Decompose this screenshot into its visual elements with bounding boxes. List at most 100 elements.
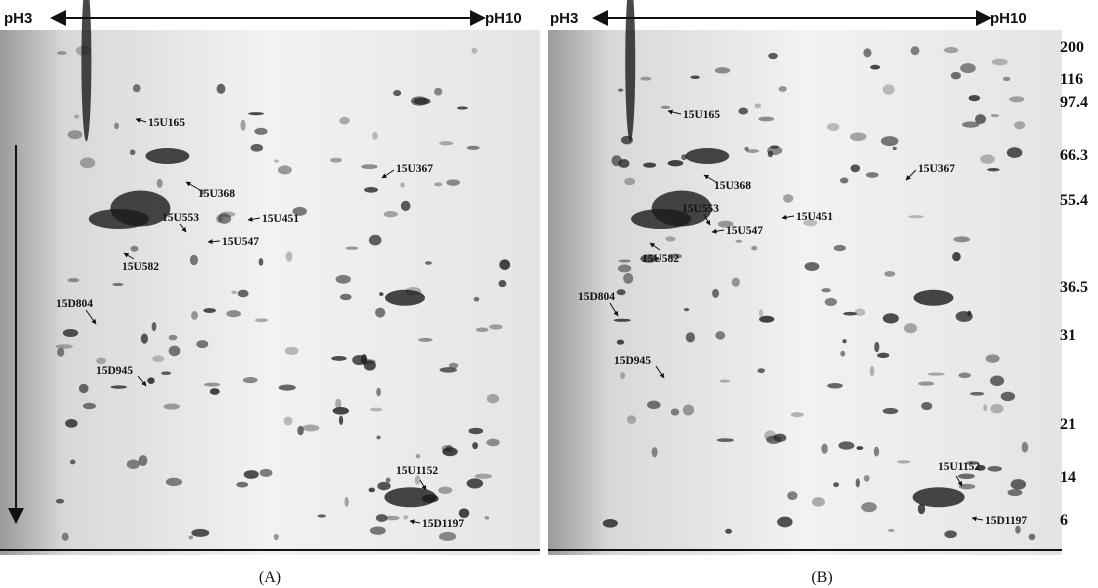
- mw-label: 200: [1060, 39, 1084, 56]
- gel-spot: [236, 481, 249, 488]
- gel-spot: [714, 67, 731, 74]
- gel-spot: [840, 350, 846, 357]
- gel-spot: [870, 64, 881, 70]
- gel-spot: [717, 220, 734, 228]
- gel-spot: [379, 292, 384, 297]
- spot-label: 15U547: [726, 225, 763, 237]
- gel-spot: [138, 455, 148, 467]
- gel-spot: [738, 107, 749, 115]
- gel-spot: [824, 297, 837, 307]
- gel-spot: [57, 347, 65, 357]
- gel-spot: [620, 372, 626, 379]
- gel-spot: [944, 530, 957, 539]
- gel-spot: [88, 209, 149, 229]
- gel-spot: [345, 246, 359, 250]
- gel-spot: [768, 52, 778, 60]
- gel-spot: [961, 121, 980, 128]
- gel-spot: [854, 308, 866, 317]
- mw-label: 31: [1060, 327, 1076, 344]
- gel-spot: [985, 354, 1000, 363]
- gel-spot: [975, 114, 986, 125]
- gel-spot: [384, 515, 400, 521]
- gel-spot: [498, 279, 507, 288]
- gel-spot: [438, 531, 457, 542]
- gel-spot: [897, 460, 911, 464]
- spot-arrow: [381, 169, 395, 179]
- gel-spot: [472, 442, 478, 450]
- spot-label: 15D804: [578, 291, 615, 303]
- gel-spot: [344, 496, 349, 507]
- spot-arrow: [703, 214, 711, 226]
- gel-spot: [446, 179, 460, 186]
- gel-spot: [216, 83, 226, 94]
- gel-spot: [69, 459, 76, 465]
- gel-spot: [140, 333, 149, 344]
- mw-label: 55.4: [1060, 192, 1088, 209]
- spot-label: 15U582: [122, 261, 159, 273]
- spot-label: 15U553: [682, 203, 719, 215]
- gel-spot: [855, 478, 860, 488]
- gel-spot: [640, 76, 652, 81]
- gel-spot: [682, 404, 695, 416]
- gel-spot: [161, 371, 172, 375]
- gel-spot: [277, 165, 292, 175]
- gel-spot: [690, 75, 700, 79]
- gel-spot: [375, 307, 386, 318]
- gel-spot: [188, 535, 194, 540]
- gel-spot: [751, 245, 758, 251]
- gel-spot: [647, 400, 661, 410]
- gel-spot: [989, 375, 1005, 387]
- gel-spot: [332, 406, 350, 415]
- gel-spot: [910, 46, 920, 56]
- gel-spot: [953, 236, 971, 243]
- gel-spot: [474, 473, 493, 479]
- gel-spot: [869, 365, 875, 377]
- gel-spot: [975, 464, 986, 471]
- gel-spot: [913, 289, 954, 306]
- gel-spot: [339, 293, 352, 301]
- gel-spot: [912, 487, 965, 508]
- spot-arrow: [649, 242, 661, 251]
- gel-spot: [400, 182, 405, 188]
- spot-label: 15D1197: [985, 515, 1027, 527]
- gel-spot: [970, 391, 985, 396]
- gel-spot: [375, 514, 388, 522]
- gel-spot: [165, 477, 183, 487]
- gel-spot: [643, 162, 657, 168]
- gel-spot: [966, 461, 979, 465]
- gel-spot: [132, 84, 141, 93]
- gel-spot: [651, 447, 658, 458]
- gel-spot: [921, 402, 933, 411]
- spot-arrow: [905, 169, 917, 181]
- gel-spot: [943, 47, 959, 54]
- gel-spot: [168, 345, 181, 357]
- gel-spot: [364, 187, 379, 193]
- gel-spot: [757, 368, 765, 374]
- gel-spot: [833, 244, 846, 252]
- gel-spot: [273, 533, 279, 541]
- gel-spot: [616, 289, 626, 296]
- gel-spot: [237, 289, 249, 298]
- gel-spot: [489, 324, 503, 330]
- spot-label: 15U553: [162, 212, 199, 224]
- gel-spot: [917, 503, 926, 515]
- gel-spot: [62, 328, 79, 338]
- spot-arrow: [711, 228, 725, 234]
- gel-spot: [278, 384, 296, 391]
- gel-spot: [927, 372, 945, 376]
- gel-spot: [368, 234, 382, 246]
- gel-spot: [368, 487, 375, 493]
- gel-spot: [200, 189, 206, 196]
- gel-spot: [376, 435, 381, 440]
- ph-start: pH3: [550, 10, 578, 27]
- gel-spot: [231, 290, 237, 295]
- gel-spot: [65, 418, 78, 428]
- gel-spot: [623, 273, 634, 284]
- gel-spot: [329, 157, 343, 163]
- spot-label: 15D1197: [422, 518, 464, 530]
- gel-spot: [618, 158, 630, 168]
- gel-spot: [980, 154, 995, 164]
- gel-spot: [284, 346, 299, 356]
- gel-spot: [908, 215, 925, 219]
- gel-spot: [631, 209, 692, 229]
